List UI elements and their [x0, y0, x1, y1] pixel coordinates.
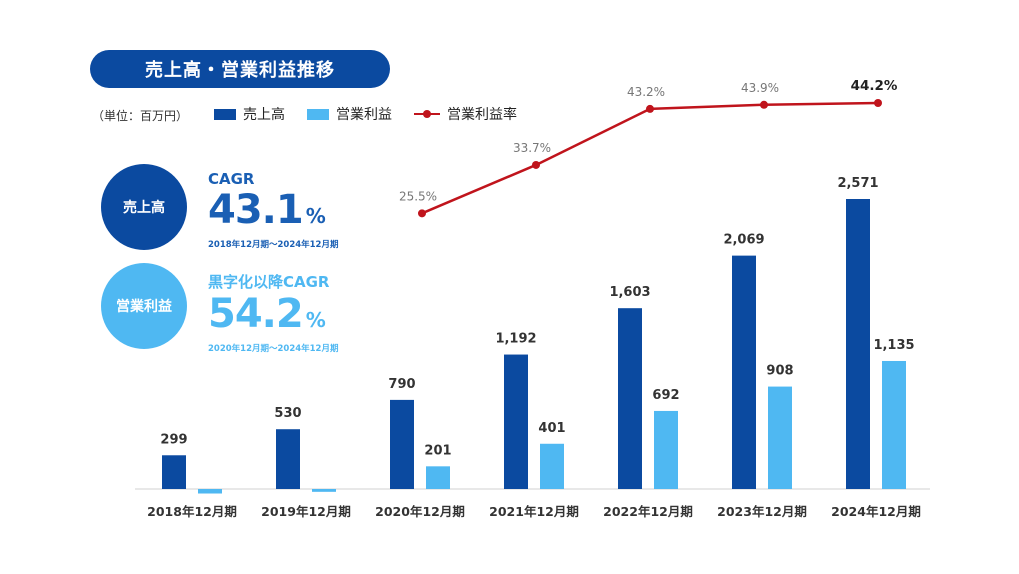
profit-data-label: 401 — [538, 421, 565, 436]
sales-data-label: 790 — [388, 377, 415, 392]
profit-cagr-value: 54.2 — [208, 291, 304, 337]
margin-data-label: 43.9% — [741, 81, 779, 95]
x-tick-label: 2022年12月期 — [603, 504, 693, 519]
legend-profit: 営業利益 — [307, 104, 392, 124]
sales-cagr-block: CAGR 43.1% 2018年12月期～2024年12月期 — [208, 170, 338, 250]
sales-bar — [162, 455, 186, 489]
sales-data-label: 1,603 — [609, 285, 650, 300]
profit-cagr-label: 黒字化以降CAGR — [208, 273, 330, 291]
margin-point — [646, 104, 654, 113]
chart-title: 売上高・営業利益推移 — [90, 50, 390, 88]
sales-cagr-label: CAGR — [208, 170, 255, 188]
sales-bar — [276, 429, 300, 489]
legend-profit-label: 営業利益 — [336, 107, 392, 123]
sales-bar — [732, 255, 756, 489]
legend: 売上高 営業利益 営業利益率 — [214, 104, 539, 124]
legend-sales: 売上高 — [214, 104, 285, 124]
x-tick-label: 2020年12月期 — [375, 504, 465, 519]
x-tick-label: 2019年12月期 — [261, 504, 351, 519]
margin-point — [418, 209, 426, 218]
x-tick-label: 2021年12月期 — [489, 504, 579, 519]
profit-circle-badge: 営業利益 — [101, 263, 187, 349]
x-tick-label: 2023年12月期 — [717, 504, 807, 519]
profit-data-label: 692 — [652, 388, 679, 403]
sales-bar — [504, 354, 528, 489]
sales-data-label: 299 — [160, 432, 187, 447]
margin-data-label: 44.2% — [851, 78, 898, 94]
legend-margin: 営業利益率 — [414, 104, 517, 124]
unit-label: （単位：百万円） — [92, 109, 189, 123]
profit-bar — [198, 489, 222, 494]
sales-data-label: 2,069 — [723, 233, 764, 248]
sales-bar — [390, 399, 414, 489]
sales-cagr-unit: % — [305, 204, 326, 228]
sales-circle-badge: 売上高 — [101, 164, 187, 250]
sales-data-label: 1,192 — [495, 332, 536, 347]
sales-bar — [618, 308, 642, 489]
margin-data-label: 43.2% — [627, 85, 665, 99]
margin-line — [421, 101, 879, 215]
sales-data-label: 530 — [274, 406, 301, 421]
profit-bar — [426, 466, 450, 489]
profit-data-label: 201 — [424, 443, 451, 458]
x-tick-label: 2024年12月期 — [831, 504, 921, 519]
legend-sales-swatch — [214, 108, 236, 120]
legend-profit-swatch — [307, 108, 329, 120]
profit-cagr-period: 2020年12月期～2024年12月期 — [208, 344, 339, 354]
profit-bar — [540, 443, 564, 489]
profit-cagr-value-row: 54.2% — [208, 292, 338, 342]
sales-cagr-value-row: 43.1% — [208, 188, 338, 238]
profit-cagr-unit: % — [305, 308, 326, 332]
sales-data-label: 2,571 — [837, 176, 878, 191]
profit-bar — [882, 360, 906, 489]
profit-bar — [768, 386, 792, 489]
profit-cagr-block: 黒字化以降CAGR 54.2% 2020年12月期～2024年12月期 — [208, 271, 338, 354]
sales-cagr-period: 2018年12月期～2024年12月期 — [208, 240, 339, 250]
profit-bar — [654, 410, 678, 489]
sales-cagr-value: 43.1 — [208, 187, 304, 233]
legend-sales-label: 売上高 — [243, 107, 285, 123]
profit-data-label: 908 — [766, 364, 793, 379]
x-tick-label: 2018年12月期 — [147, 504, 237, 519]
sales-bar — [846, 199, 870, 489]
profit-bar — [312, 489, 336, 492]
legend-margin-label: 営業利益率 — [447, 107, 517, 123]
profit-data-label: 1,135 — [873, 338, 914, 353]
margin-point — [760, 100, 768, 109]
legend-margin-swatch — [414, 108, 440, 120]
margin-point — [874, 99, 882, 107]
margin-point — [532, 160, 540, 169]
margin-data-label: 25.5% — [399, 189, 437, 203]
margin-data-label: 33.7% — [513, 141, 551, 155]
